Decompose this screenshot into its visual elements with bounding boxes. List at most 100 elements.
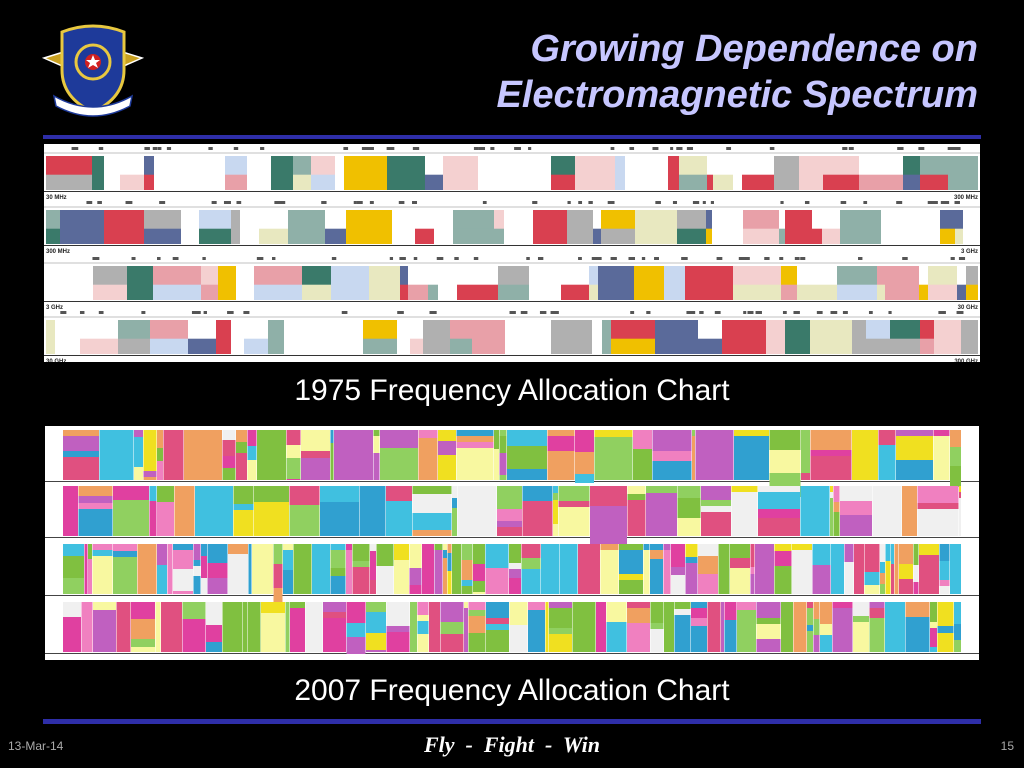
band-3-allocation (137, 544, 157, 594)
band-2-tick (412, 201, 418, 204)
band-4-allocation (131, 619, 155, 639)
band-4-allocation (905, 617, 930, 652)
band-1-allocation (692, 430, 695, 436)
band-4-tick (141, 311, 146, 314)
band-2-allocation (830, 486, 833, 492)
band-4-allocation (206, 602, 222, 625)
band-2-allocation (113, 500, 149, 536)
band-4-allocation (549, 602, 572, 608)
band-3-allocation (885, 561, 891, 584)
band-3-allocation (283, 544, 293, 550)
band-1-allocation (330, 430, 334, 443)
band-3-allocation (750, 574, 755, 594)
band-2-allocation (289, 486, 320, 505)
band-2-subsegment (104, 228, 144, 244)
band-1-allocation (134, 437, 143, 455)
band-2-allocation (78, 496, 113, 503)
band-1-allocation (507, 469, 547, 480)
band-4-allocation (572, 602, 596, 652)
band-3-allocation (113, 544, 137, 551)
band-4-allocation (937, 626, 954, 633)
band-4-tick (341, 311, 348, 314)
band-4-allocation (807, 625, 813, 631)
band-4-allocation (807, 608, 813, 625)
band-3-allocation (248, 544, 252, 594)
band-4-allocation (627, 623, 650, 652)
band-1-allocation (236, 453, 247, 480)
band-2-tick (940, 201, 948, 204)
band-4-allocation (131, 639, 155, 647)
band-3-axis (45, 595, 979, 596)
band-2-tick (607, 201, 615, 204)
band-4-allocation (930, 622, 937, 628)
band-1-allocation (499, 475, 507, 480)
band-3-allocation (409, 544, 422, 568)
band-2-subsegment (940, 228, 955, 244)
band-2-tick (702, 201, 706, 204)
band-3-allocation (473, 544, 485, 564)
band-2-allocation (320, 486, 359, 493)
band-4-segment (472, 320, 505, 354)
band-1-allocation (301, 438, 330, 451)
band-1-allocation (810, 450, 852, 456)
band-2-allocation (522, 486, 553, 501)
band-4-subsegment (920, 338, 934, 354)
band-4-tick (630, 311, 635, 314)
band-4-allocation (440, 602, 464, 622)
band-2-allocation (497, 527, 522, 536)
band-4-allocation (243, 602, 247, 652)
band-1-tick (688, 147, 694, 150)
band-3-allocation (434, 570, 443, 594)
band-1-right-label: 300 MHz (954, 195, 978, 201)
band-3-allocation (643, 550, 650, 568)
band-3-tick (93, 257, 100, 260)
band-1-allocation (330, 443, 334, 480)
band-2-allocation (412, 530, 452, 536)
band-3-allocation (84, 544, 88, 594)
band-2-allocation (731, 492, 758, 536)
band-3-subsegment (966, 284, 978, 300)
band-1-subsegment (707, 174, 713, 190)
band-3-allocation (193, 566, 201, 576)
band-4-tick (520, 311, 528, 314)
band-2-allocation (701, 500, 731, 506)
band-1-allocation (810, 456, 852, 480)
band-3-allocation (228, 544, 248, 554)
band-4-allocation (410, 602, 417, 652)
band-3-allocation (894, 544, 899, 594)
band-2-allocation (758, 509, 800, 518)
band-2-subsegment (743, 228, 779, 244)
band-3-allocation (461, 586, 473, 594)
band-1-allocation (373, 430, 380, 436)
band-4-tick (98, 311, 104, 314)
band-4-allocation (386, 602, 410, 626)
band-4-tick-strip (44, 316, 980, 318)
band-2-allocation (590, 529, 627, 544)
band-1-allocation (301, 430, 330, 438)
band-3-allocation (698, 544, 718, 556)
band-3-allocation (63, 550, 84, 556)
band-4-subsegment (698, 338, 722, 354)
band-2-tick (954, 201, 960, 204)
band-4-tick (747, 311, 754, 314)
band-4-subsegment (150, 338, 188, 354)
band-2-tick (710, 201, 714, 204)
band-1-segment (575, 156, 615, 190)
band-2-allocation (959, 486, 961, 492)
band-3-allocation (207, 544, 228, 563)
band-3-allocation (330, 544, 346, 550)
band-1-allocation (494, 449, 499, 480)
band-2-allocation (452, 508, 457, 536)
band-2-allocation (959, 492, 961, 498)
band-3-allocation (792, 550, 812, 573)
band-4-tick (397, 311, 404, 314)
band-3-allocation (643, 544, 650, 550)
band-1-allocation (63, 451, 99, 457)
band-1-allocation (222, 430, 236, 440)
band-3-allocation (422, 544, 434, 594)
band-1-allocation (456, 448, 494, 480)
band-4-allocation (937, 644, 954, 652)
band-3-allocation (370, 551, 376, 557)
band-1-allocation (547, 467, 575, 480)
band-4-tick (888, 311, 892, 314)
